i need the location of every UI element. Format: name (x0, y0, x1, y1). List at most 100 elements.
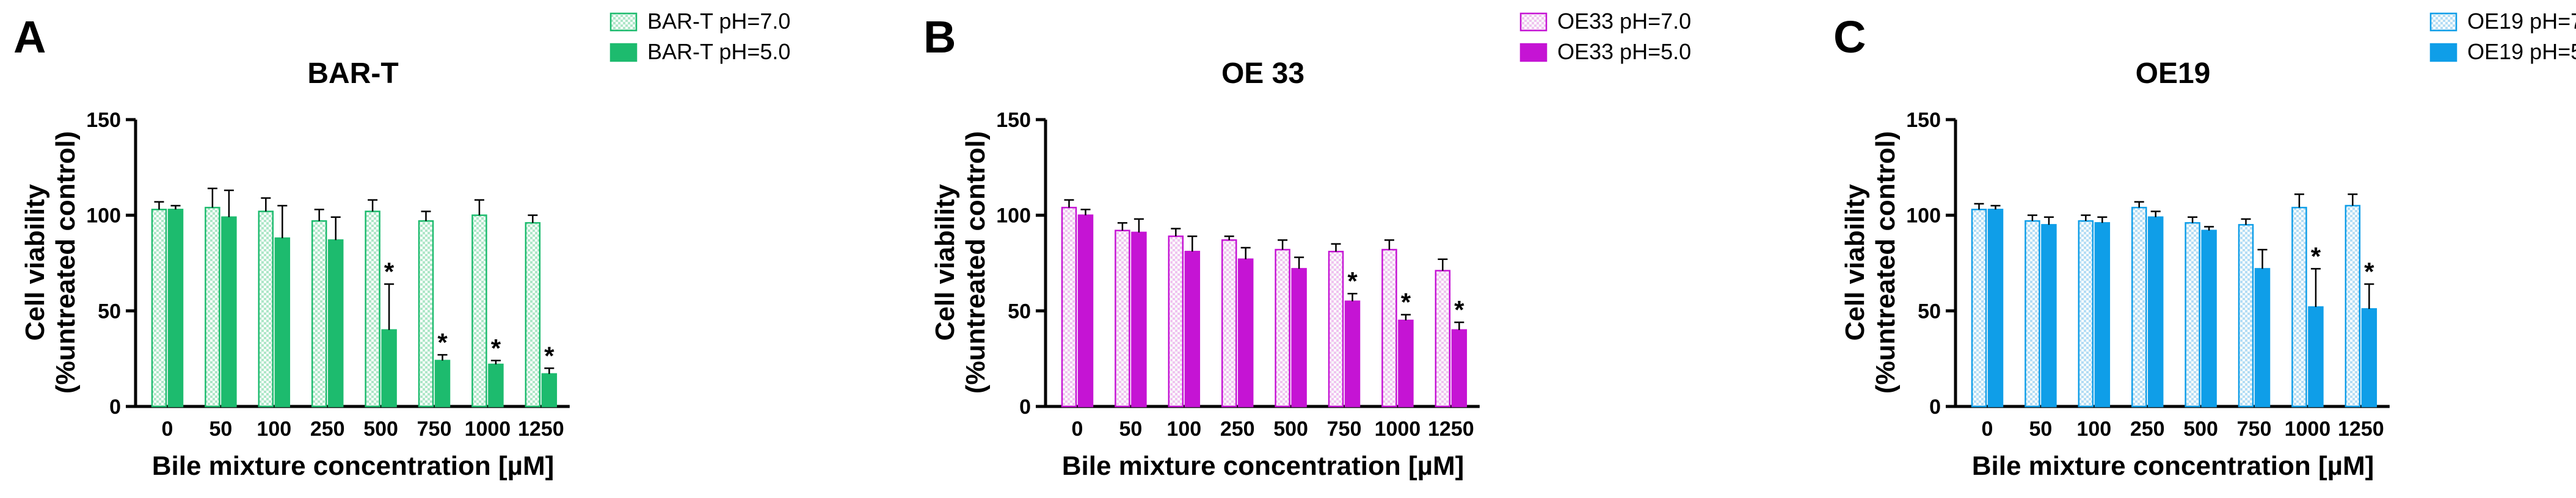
bar-ph5 (2147, 216, 2164, 408)
bar-ph7 (1275, 248, 1290, 408)
x-tick-label: 1250 (1428, 417, 1474, 441)
legend-swatch (1519, 12, 1548, 32)
x-tick-label: 1250 (2338, 417, 2384, 441)
legend-swatch (609, 43, 638, 62)
bar-ph7 (2131, 206, 2147, 408)
bar-ph5 (1451, 329, 1468, 408)
x-tick-label: 50 (209, 417, 232, 441)
bar-ph5 (274, 237, 291, 408)
y-tick-label: 50 (1918, 300, 1941, 323)
x-tick-label: 100 (257, 417, 291, 441)
x-tick-label: 250 (2130, 417, 2165, 441)
bar-ph7 (2025, 220, 2040, 408)
bar-ph7 (151, 209, 167, 408)
bar-ph7 (2345, 204, 2361, 408)
bar-ph5 (327, 239, 344, 408)
chart-panel-b: B OE 33 Cell viability (%untreated control)… (923, 9, 1691, 481)
x-axis-label: Bile mixture concentration [µM] (1062, 451, 1464, 481)
y-tick-label: 50 (1008, 300, 1031, 323)
y-axis-label: Cell viability (930, 184, 960, 341)
x-tick-label: 500 (1273, 417, 1308, 441)
x-tick-label: 250 (310, 417, 345, 441)
x-tick-label: 0 (162, 417, 173, 441)
legend-label: BAR-T pH=5.0 (647, 39, 790, 64)
chart-title: OE 33 (1221, 57, 1304, 90)
bar-ph5 (2094, 222, 2111, 408)
bar-ph5 (167, 209, 184, 408)
x-tick-label: 1000 (465, 417, 511, 441)
bar-ph5 (1344, 300, 1361, 408)
y-tick-label: 0 (1929, 395, 1941, 419)
bar-ph7 (2291, 206, 2307, 408)
panel-letter: B (923, 12, 956, 62)
bar-ph5 (2201, 229, 2217, 408)
y-tick-label: 0 (109, 395, 121, 419)
y-axis-label-sub: (%untreated control) (961, 131, 991, 394)
x-tick-label: 750 (417, 417, 452, 441)
x-tick-label: 250 (1220, 417, 1255, 441)
x-tick-label: 500 (363, 417, 398, 441)
bar-ph5 (2361, 308, 2378, 408)
bar-ph5 (434, 359, 451, 408)
bar-ph5 (1398, 319, 1414, 408)
bar-ph7 (2078, 220, 2094, 408)
significance-marker: * (384, 257, 395, 286)
y-axis-label-sub: (%untreated control) (1871, 131, 1901, 394)
y-axis-label-sub: (%untreated control) (51, 131, 81, 394)
bar-ph7 (2185, 222, 2200, 408)
x-tick-label: 750 (1327, 417, 1362, 441)
bar-ph5 (2041, 224, 2057, 408)
significance-marker: * (491, 334, 501, 363)
bar-ph5 (541, 373, 558, 408)
y-axis-label: Cell viability (1840, 184, 1870, 341)
x-tick-label: 100 (1166, 417, 1201, 441)
x-tick-label: 50 (2029, 417, 2052, 441)
bar-ph7 (2238, 224, 2254, 408)
y-tick-label: 0 (1019, 395, 1031, 419)
x-tick-label: 1000 (2285, 417, 2331, 441)
y-axis-label: Cell viability (20, 184, 50, 341)
y-tick-label: 150 (86, 109, 121, 132)
bar-ph5 (1184, 250, 1201, 408)
y-tick-label: 50 (98, 300, 121, 323)
x-tick-label: 1000 (1375, 417, 1421, 441)
legend-label: BAR-T pH=7.0 (647, 9, 790, 34)
y-tick-label: 100 (86, 204, 121, 228)
x-tick-label: 750 (2237, 417, 2272, 441)
bar-ph7 (1221, 239, 1237, 408)
legend-swatch (2429, 12, 2458, 32)
bar-ph5 (1987, 209, 2004, 408)
significance-marker: * (1401, 288, 1411, 317)
bar-ph7 (1061, 206, 1077, 408)
chart-panel-c: C OE19 Cell viability (%untreated control) B… (1833, 9, 2576, 481)
y-tick-label: 100 (996, 204, 1031, 228)
bar-ph5 (488, 363, 504, 408)
bar-ph5 (221, 216, 237, 408)
bar-ph5 (2308, 306, 2324, 408)
panel-letter: C (1833, 12, 1866, 62)
bar-ph7 (205, 206, 220, 408)
x-tick-label: 100 (2076, 417, 2111, 441)
x-tick-label: 500 (2183, 417, 2218, 441)
bar-ph5 (1131, 231, 1147, 408)
x-axis-label: Bile mixture concentration [µM] (1972, 451, 2374, 481)
chart-panel-a: A BAR-T Cell viability (%untreated control)… (13, 9, 790, 481)
legend-label: OE19 pH=5.0 (2467, 39, 2576, 64)
significance-marker: * (437, 328, 448, 356)
x-axis-label: Bile mixture concentration [µM] (152, 451, 555, 481)
bar-ph7 (1971, 209, 1987, 408)
significance-marker: * (2364, 257, 2374, 286)
bar-ph7 (418, 220, 434, 408)
bar-ph7 (365, 211, 380, 408)
legend-label: OE33 pH=7.0 (1557, 9, 1691, 34)
bar-ph7 (525, 222, 541, 408)
legend-label: OE33 pH=5.0 (1557, 39, 1691, 64)
x-tick-label: 50 (1119, 417, 1142, 441)
x-tick-label: 0 (1072, 417, 1083, 441)
bar-ph5 (2254, 268, 2271, 408)
y-tick-label: 150 (996, 109, 1031, 132)
bar-ph7 (1435, 270, 1451, 408)
bar-ph7 (1168, 235, 1184, 408)
